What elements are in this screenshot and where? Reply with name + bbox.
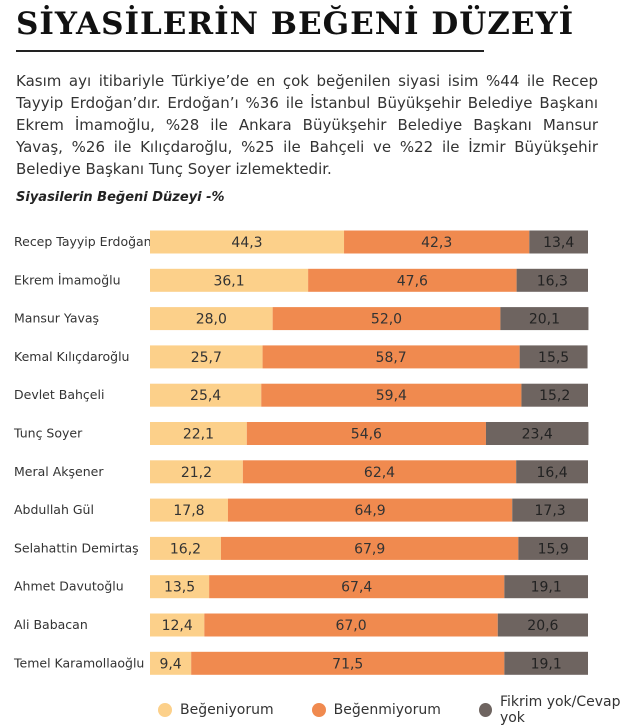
bar-segment-begenmiyorum (308, 268, 517, 292)
bar-segment-fikrim-yok (500, 307, 589, 331)
data-label: 58,7 (376, 350, 407, 366)
category-label: Ahmet Davutoğlu (14, 579, 124, 594)
bar-segment-begeniyorum (150, 575, 210, 599)
legend-item-begenmiyorum: Beğenmiyorum (311, 702, 441, 718)
data-label: 13,4 (543, 235, 574, 251)
data-label: 16,4 (536, 465, 567, 481)
bar-segment-begenmiyorum (261, 383, 522, 407)
bar-segment-begenmiyorum (220, 536, 519, 560)
data-label: 12,4 (162, 618, 193, 634)
bar-segment-begeniyorum (150, 498, 228, 522)
bar-segment-fikrim-yok (504, 575, 588, 599)
bar-segment-begenmiyorum (227, 498, 513, 522)
category-label: Ali Babacan (14, 617, 88, 632)
data-label: 17,8 (173, 503, 204, 519)
legend-label-begeniyorum: Beğeniyorum (180, 702, 274, 718)
data-label: 25,7 (191, 350, 222, 366)
category-label: Kemal Kılıçdaroğlu (14, 349, 129, 364)
data-label: 25,4 (190, 388, 221, 404)
data-label: 36,1 (213, 273, 244, 289)
data-label: 42,3 (421, 235, 452, 251)
data-label: 20,1 (529, 312, 560, 328)
legend-item-fikrim-yok: Fikrim yok/Cevap yok (478, 694, 640, 726)
bar-segment-begenmiyorum (262, 345, 520, 369)
legend-swatch-begenmiyorum (311, 703, 326, 717)
bar-segment-begenmiyorum (246, 422, 486, 445)
bar-segment-begenmiyorum (272, 307, 501, 331)
data-label: 22,1 (183, 427, 214, 443)
data-label: 62,4 (364, 465, 395, 481)
bar-segment-begeniyorum (150, 651, 192, 675)
data-label: 71,5 (332, 656, 363, 672)
bar-segment-fikrim-yok (529, 230, 588, 254)
data-label: 47,6 (397, 273, 428, 289)
legend-item-begeniyorum: Beğeniyorum (158, 702, 274, 718)
data-label: 59,4 (376, 388, 407, 404)
data-label: 67,4 (341, 580, 372, 596)
bar-segment-fikrim-yok (518, 536, 588, 560)
data-label: 54,6 (351, 427, 382, 443)
data-label: 44,3 (231, 235, 262, 251)
data-label: 64,9 (355, 503, 386, 519)
category-label: Mansur Yavaş (14, 311, 99, 326)
bar-segment-begeniyorum (150, 460, 243, 484)
bar-segment-fikrim-yok (519, 345, 588, 369)
bar-segment-begeniyorum (150, 536, 221, 560)
data-label: 15,5 (538, 350, 569, 366)
bar-segment-fikrim-yok (512, 498, 588, 522)
data-label: 21,2 (181, 465, 212, 481)
data-label: 19,1 (531, 656, 562, 672)
bar-segment-fikrim-yok (485, 422, 589, 445)
data-label: 19,1 (531, 580, 562, 596)
category-label: Ekrem İmamoğlu (14, 272, 121, 287)
bar-segment-fikrim-yok (516, 268, 588, 292)
data-label: 16,3 (537, 273, 568, 289)
bar-segment-fikrim-yok (516, 460, 588, 484)
data-label: 13,5 (164, 580, 195, 596)
legend-swatch-begeniyorum (158, 703, 172, 717)
intro-paragraph: Kasım ayı itibariyle Türkiye’de en çok b… (16, 72, 598, 178)
title-divider (16, 50, 484, 52)
data-label: 16,2 (170, 541, 201, 557)
bar-segment-begeniyorum (150, 230, 345, 254)
bar-segment-fikrim-yok (504, 651, 588, 675)
bar-segment-begenmiyorum (209, 575, 505, 599)
chart-legend: Beğeniyorum Beğenmiyorum Fikrim yok/Ceva… (158, 694, 640, 726)
category-label: Abdullah Gül (14, 502, 94, 517)
data-label: 15,9 (538, 541, 569, 557)
data-label: 17,3 (535, 503, 566, 519)
bar-segment-begeniyorum (150, 307, 273, 331)
legend-swatch-fikrim-yok (478, 703, 492, 717)
bar-segment-begenmiyorum (344, 230, 530, 254)
data-label: 20,6 (527, 618, 558, 634)
category-label: Selahattin Demirtaş (14, 540, 139, 555)
bar-segment-begeniyorum (150, 383, 262, 407)
bar-segment-begenmiyorum (191, 651, 505, 675)
bar-segment-begenmiyorum (242, 460, 517, 484)
bar-segment-begenmiyorum (204, 613, 498, 637)
bar-segment-begeniyorum (150, 422, 247, 445)
data-label: 67,0 (335, 618, 366, 634)
bar-segment-begeniyorum (150, 268, 309, 292)
data-label: 52,0 (371, 312, 402, 328)
bar-segment-begeniyorum (150, 613, 205, 637)
category-label: Tunç Soyer (13, 426, 83, 441)
legend-label-fikrim-yok: Fikrim yok/Cevap yok (499, 694, 621, 726)
data-label: 9,4 (159, 656, 181, 672)
data-label: 28,0 (196, 312, 227, 328)
chart-title: Siyasilerin Beğeni Düzeyi -% (16, 190, 225, 205)
legend-label-begenmiyorum: Beğenmiyorum (333, 702, 441, 718)
data-label: 23,4 (522, 427, 553, 443)
category-label: Meral Akşener (14, 464, 104, 479)
category-label: Recep Tayyip Erdoğan (14, 234, 152, 249)
bar-segment-fikrim-yok (521, 383, 588, 407)
page-title: SİYASİLERİN BEĞENİ DÜZEYİ (16, 6, 575, 42)
category-label: Temel Karamollaoğlu (13, 655, 144, 670)
data-label: 67,9 (354, 541, 385, 557)
category-label: Devlet Bahçeli (14, 387, 104, 402)
stacked-bar-chart: Recep Tayyip Erdoğan 44,3 42,3 13,4 Ekrem İm… (13, 230, 589, 675)
bar-segment-begeniyorum (150, 345, 263, 369)
data-label: 15,2 (539, 388, 570, 404)
bar-segment-fikrim-yok (497, 613, 588, 637)
